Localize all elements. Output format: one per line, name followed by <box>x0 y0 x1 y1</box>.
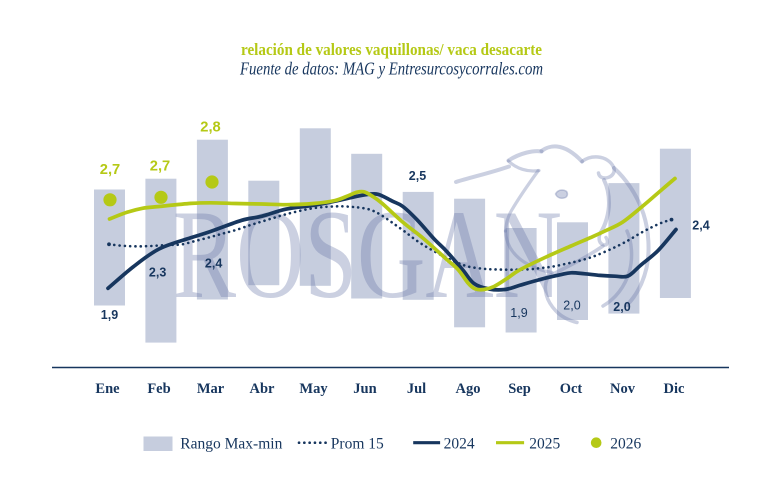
svg-text:2026: 2026 <box>610 436 641 453</box>
svg-text:Mar: Mar <box>197 381 225 397</box>
svg-text:Jun: Jun <box>353 381 376 397</box>
svg-text:2,0: 2,0 <box>563 299 580 313</box>
svg-text:Ene: Ene <box>95 381 120 397</box>
svg-text:2,8: 2,8 <box>200 120 220 136</box>
svg-text:2,0: 2,0 <box>613 300 630 314</box>
svg-text:Oct: Oct <box>560 381 583 397</box>
svg-text:2,7: 2,7 <box>100 162 120 178</box>
svg-text:2025: 2025 <box>529 436 560 453</box>
svg-text:Prom 15: Prom 15 <box>331 436 384 453</box>
svg-text:2,4: 2,4 <box>205 257 222 271</box>
svg-text:relación de valores vaquillona: relación de valores vaquillonas/ vaca de… <box>241 40 542 59</box>
svg-text:2,4: 2,4 <box>692 219 709 233</box>
svg-text:2024: 2024 <box>444 436 475 453</box>
svg-text:Rango Max-min: Rango Max-min <box>180 436 282 453</box>
svg-text:2,5: 2,5 <box>409 169 426 183</box>
svg-text:Sep: Sep <box>508 381 531 397</box>
svg-text:2,3: 2,3 <box>149 266 166 280</box>
svg-text:1,9: 1,9 <box>510 306 527 320</box>
svg-text:Nov: Nov <box>610 381 636 397</box>
svg-text:Jul: Jul <box>407 381 426 397</box>
svg-text:May: May <box>299 381 328 397</box>
svg-text:2,7: 2,7 <box>150 159 170 175</box>
svg-text:Ago: Ago <box>456 381 481 397</box>
svg-text:1,9: 1,9 <box>101 308 118 322</box>
svg-text:Feb: Feb <box>147 381 170 397</box>
svg-text:ROSGAN: ROSGAN <box>173 185 562 325</box>
svg-text:Abr: Abr <box>250 381 276 397</box>
svg-text:Fuente de datos: MAG y Entresu: Fuente de datos: MAG y Entresurcosycorra… <box>239 59 543 79</box>
svg-text:Dic: Dic <box>664 381 686 397</box>
